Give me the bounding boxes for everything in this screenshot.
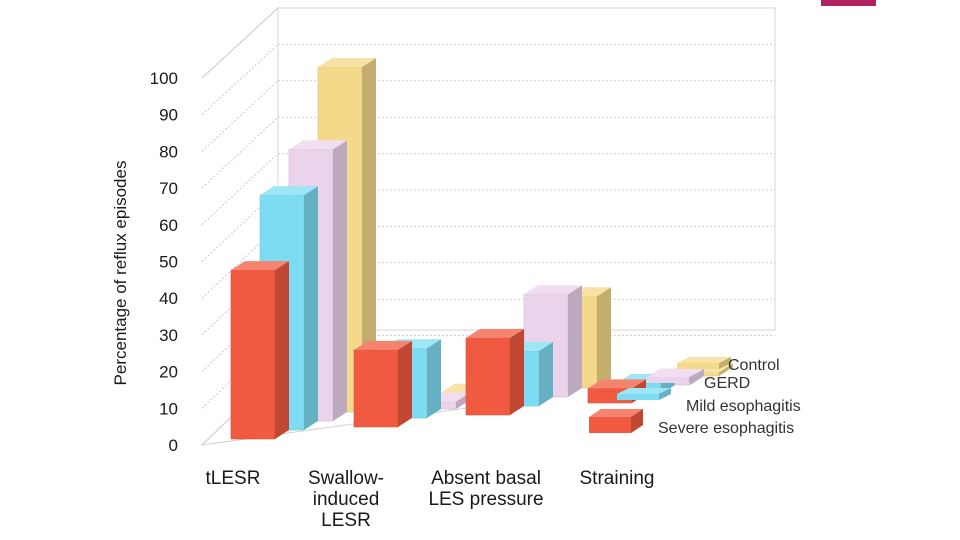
legend-label: Mild esophagitis	[686, 398, 801, 415]
bar-top-face	[524, 285, 582, 295]
gridline-side	[201, 226, 279, 299]
gridline-side	[201, 44, 279, 116]
legend-label: Severe esophagitis	[658, 420, 794, 437]
x-category-line: LESR	[321, 510, 371, 531]
legend-swatch-top	[589, 409, 643, 417]
legend-item: GERD	[647, 371, 750, 392]
x-category-label: Absent basal LES pressure	[428, 468, 543, 510]
x-category-label: tLESR	[206, 468, 261, 489]
bar-side-face	[597, 287, 611, 388]
bar-side-face	[333, 140, 347, 422]
y-tick-label: 70	[159, 179, 178, 198]
accent-bar	[821, 0, 876, 6]
gridline-side	[201, 116, 279, 189]
legend-swatch-side	[659, 388, 671, 400]
y-axis-label: Percentage of reflux episodes	[111, 161, 130, 386]
bar-top-face	[588, 379, 646, 389]
legend-item: Mild esophagitis	[617, 388, 801, 415]
legend-swatch-top	[617, 388, 671, 394]
legend-swatch-side	[689, 371, 701, 383]
bar-front-face	[353, 349, 399, 428]
bar-side-face	[539, 341, 553, 406]
gridline-side	[201, 189, 279, 262]
bar-side-face	[398, 340, 412, 427]
bar-side-face	[427, 339, 441, 418]
legend-label: GERD	[704, 375, 750, 392]
x-category-line: LES pressure	[428, 489, 543, 510]
x-category-line: induced	[313, 489, 380, 510]
bar-front-face	[230, 269, 276, 440]
legend-swatch-side	[631, 409, 643, 433]
x-axis-categories: tLESR Swallow-induced LESR Absent basal LES …	[206, 468, 655, 531]
bar-side-face	[362, 58, 376, 413]
y-tick-label: 20	[159, 363, 178, 382]
bar-top-face	[260, 186, 318, 196]
y-tick-label: 90	[159, 106, 178, 125]
bar-side-face	[275, 261, 289, 439]
bar	[230, 261, 289, 440]
bar-side-face	[510, 328, 524, 415]
x-category-label: Straining	[580, 468, 655, 489]
x-category-line: Straining	[580, 468, 655, 489]
x-category-line: Absent basal	[431, 468, 541, 489]
x-category-label: Swallow-induced LESR	[308, 468, 384, 531]
gridline-side	[201, 7, 279, 79]
legend-label: Control	[728, 357, 780, 374]
bar-front-face	[465, 337, 511, 416]
bar	[353, 340, 412, 428]
legend-swatch-front	[647, 377, 689, 383]
x-category-line: Swallow-	[308, 468, 384, 489]
bar-side-face	[719, 363, 733, 376]
legend-swatch-top	[647, 371, 701, 377]
y-tick-label: 50	[159, 253, 178, 272]
y-axis-ticks: 0 10 20 30 40 50 60 70 80 90 100	[150, 69, 178, 455]
y-tick-label: 40	[159, 289, 178, 308]
y-tick-label: 30	[159, 326, 178, 345]
legend-swatch-front	[677, 363, 719, 369]
bar-top-face	[289, 140, 347, 150]
y-tick-label: 80	[159, 142, 178, 161]
gridline-side	[201, 153, 279, 226]
y-tick-label: 100	[150, 69, 178, 88]
legend-swatch-side	[719, 357, 731, 369]
bar-top-face	[318, 58, 376, 68]
bar-side-face	[304, 186, 318, 430]
chart-wall-edge	[201, 7, 279, 79]
y-tick-label: 60	[159, 216, 178, 235]
gridline-side	[201, 80, 279, 152]
bar	[465, 328, 524, 416]
bar-top-face	[354, 340, 412, 350]
legend-swatch-front	[589, 417, 631, 433]
y-tick-label: 0	[169, 436, 178, 455]
legend-swatch-front	[617, 394, 659, 400]
legend-item: Severe esophagitis	[589, 409, 794, 437]
y-tick-label: 10	[159, 399, 178, 418]
legend-item: Control	[677, 357, 780, 374]
bar-top-face	[231, 261, 289, 271]
bar-side-face	[568, 285, 582, 397]
bar-top-face	[466, 328, 524, 338]
legend-swatch-top	[677, 357, 731, 363]
x-category-line: tLESR	[206, 468, 261, 489]
